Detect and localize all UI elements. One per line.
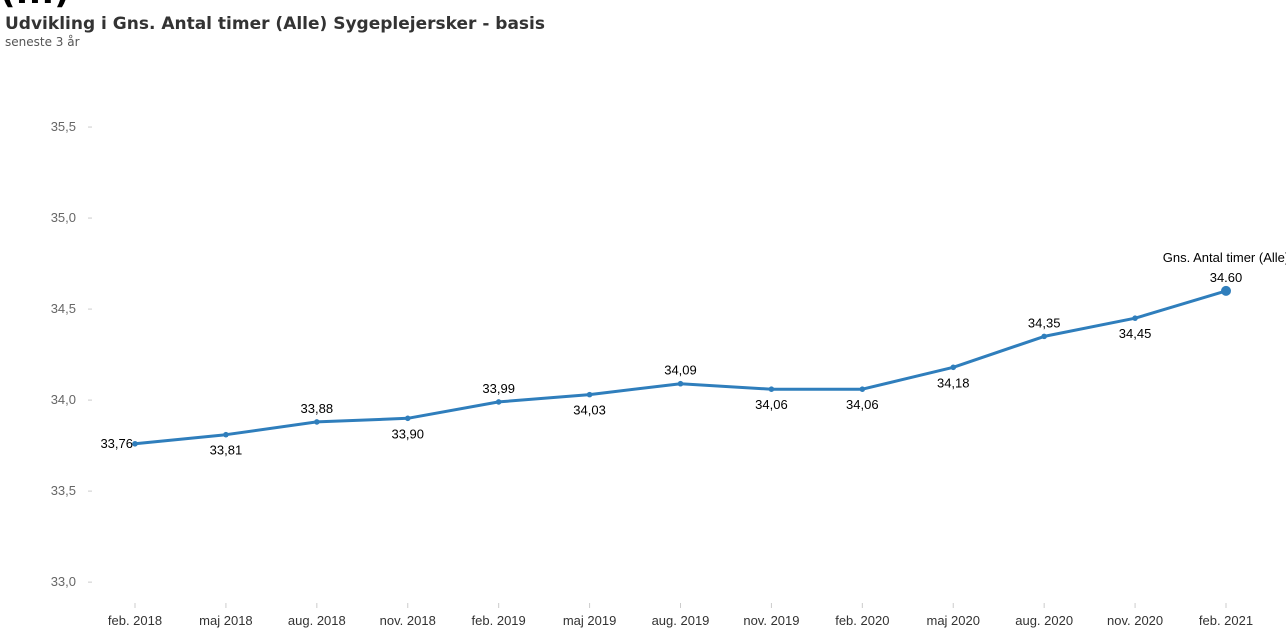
data-point: [1132, 315, 1138, 321]
y-tick-label: 33,0: [51, 574, 76, 589]
data-point: [223, 431, 229, 438]
data-label: 34,35: [1028, 315, 1061, 330]
data-point: [314, 419, 320, 425]
y-tick-label: 34,5: [51, 301, 76, 316]
data-point: [950, 364, 957, 371]
x-tick-label: feb. 2021: [1199, 613, 1253, 628]
y-axis: 33,0 33,5 34,0 34,5 35,0 35,5: [51, 119, 92, 589]
x-tick-label: feb. 2020: [835, 613, 889, 628]
data-label: 34,45: [1119, 326, 1152, 341]
y-tick-label: 35,5: [51, 119, 76, 134]
chart-subtitle: seneste 3 år: [5, 35, 80, 49]
data-point: [768, 386, 775, 392]
data-label: 34.60: [1210, 270, 1243, 285]
data-label: 33,99: [482, 381, 515, 396]
chart-title: Udvikling i Gns. Antal timer (Alle) Syge…: [5, 14, 545, 34]
x-tick-label: aug. 2020: [1015, 613, 1073, 628]
series-end-label: Gns. Antal timer (Alle): [1163, 250, 1286, 265]
y-tick-label: 33,5: [51, 483, 76, 498]
data-label: 34,06: [755, 397, 788, 412]
data-label: 34,06: [846, 397, 879, 412]
data-label: 34,18: [937, 375, 970, 390]
x-axis: feb. 2018 maj 2018 aug. 2018 nov. 2018 feb. …: [108, 603, 1253, 628]
data-point: [404, 415, 411, 422]
data-labels: 33,76 33,81 33,88 33,90 33,99 34,03 34,09 34,06…: [100, 250, 1286, 458]
x-tick-label: aug. 2019: [652, 613, 710, 628]
y-tick-label: 35,0: [51, 210, 76, 225]
data-label: 33,76: [100, 436, 133, 451]
data-point: [586, 391, 593, 398]
clipped-heading: (...): [0, 0, 70, 8]
data-label: 34,03: [573, 403, 606, 418]
data-point: [677, 380, 684, 387]
x-tick-label: aug. 2018: [288, 613, 346, 628]
data-label: 33,90: [391, 426, 424, 441]
x-tick-label: nov. 2019: [743, 613, 799, 628]
data-point: [859, 386, 866, 392]
x-tick-label: nov. 2018: [380, 613, 436, 628]
data-point: [1041, 333, 1047, 340]
data-point: [132, 440, 138, 447]
x-tick-label: feb. 2018: [108, 613, 162, 628]
x-tick-label: maj 2020: [927, 613, 980, 628]
series-group: [132, 285, 1231, 447]
x-tick-label: nov. 2020: [1107, 613, 1163, 628]
data-point: [495, 399, 502, 405]
data-label: 34,09: [664, 363, 697, 378]
x-tick-label: maj 2019: [563, 613, 616, 628]
data-label: 33,88: [301, 401, 334, 416]
y-tick-label: 34,0: [51, 392, 76, 407]
x-tick-label: feb. 2019: [472, 613, 526, 628]
x-tick-label: maj 2018: [199, 613, 252, 628]
data-point: [1221, 285, 1231, 296]
data-label: 33,81: [210, 443, 243, 458]
